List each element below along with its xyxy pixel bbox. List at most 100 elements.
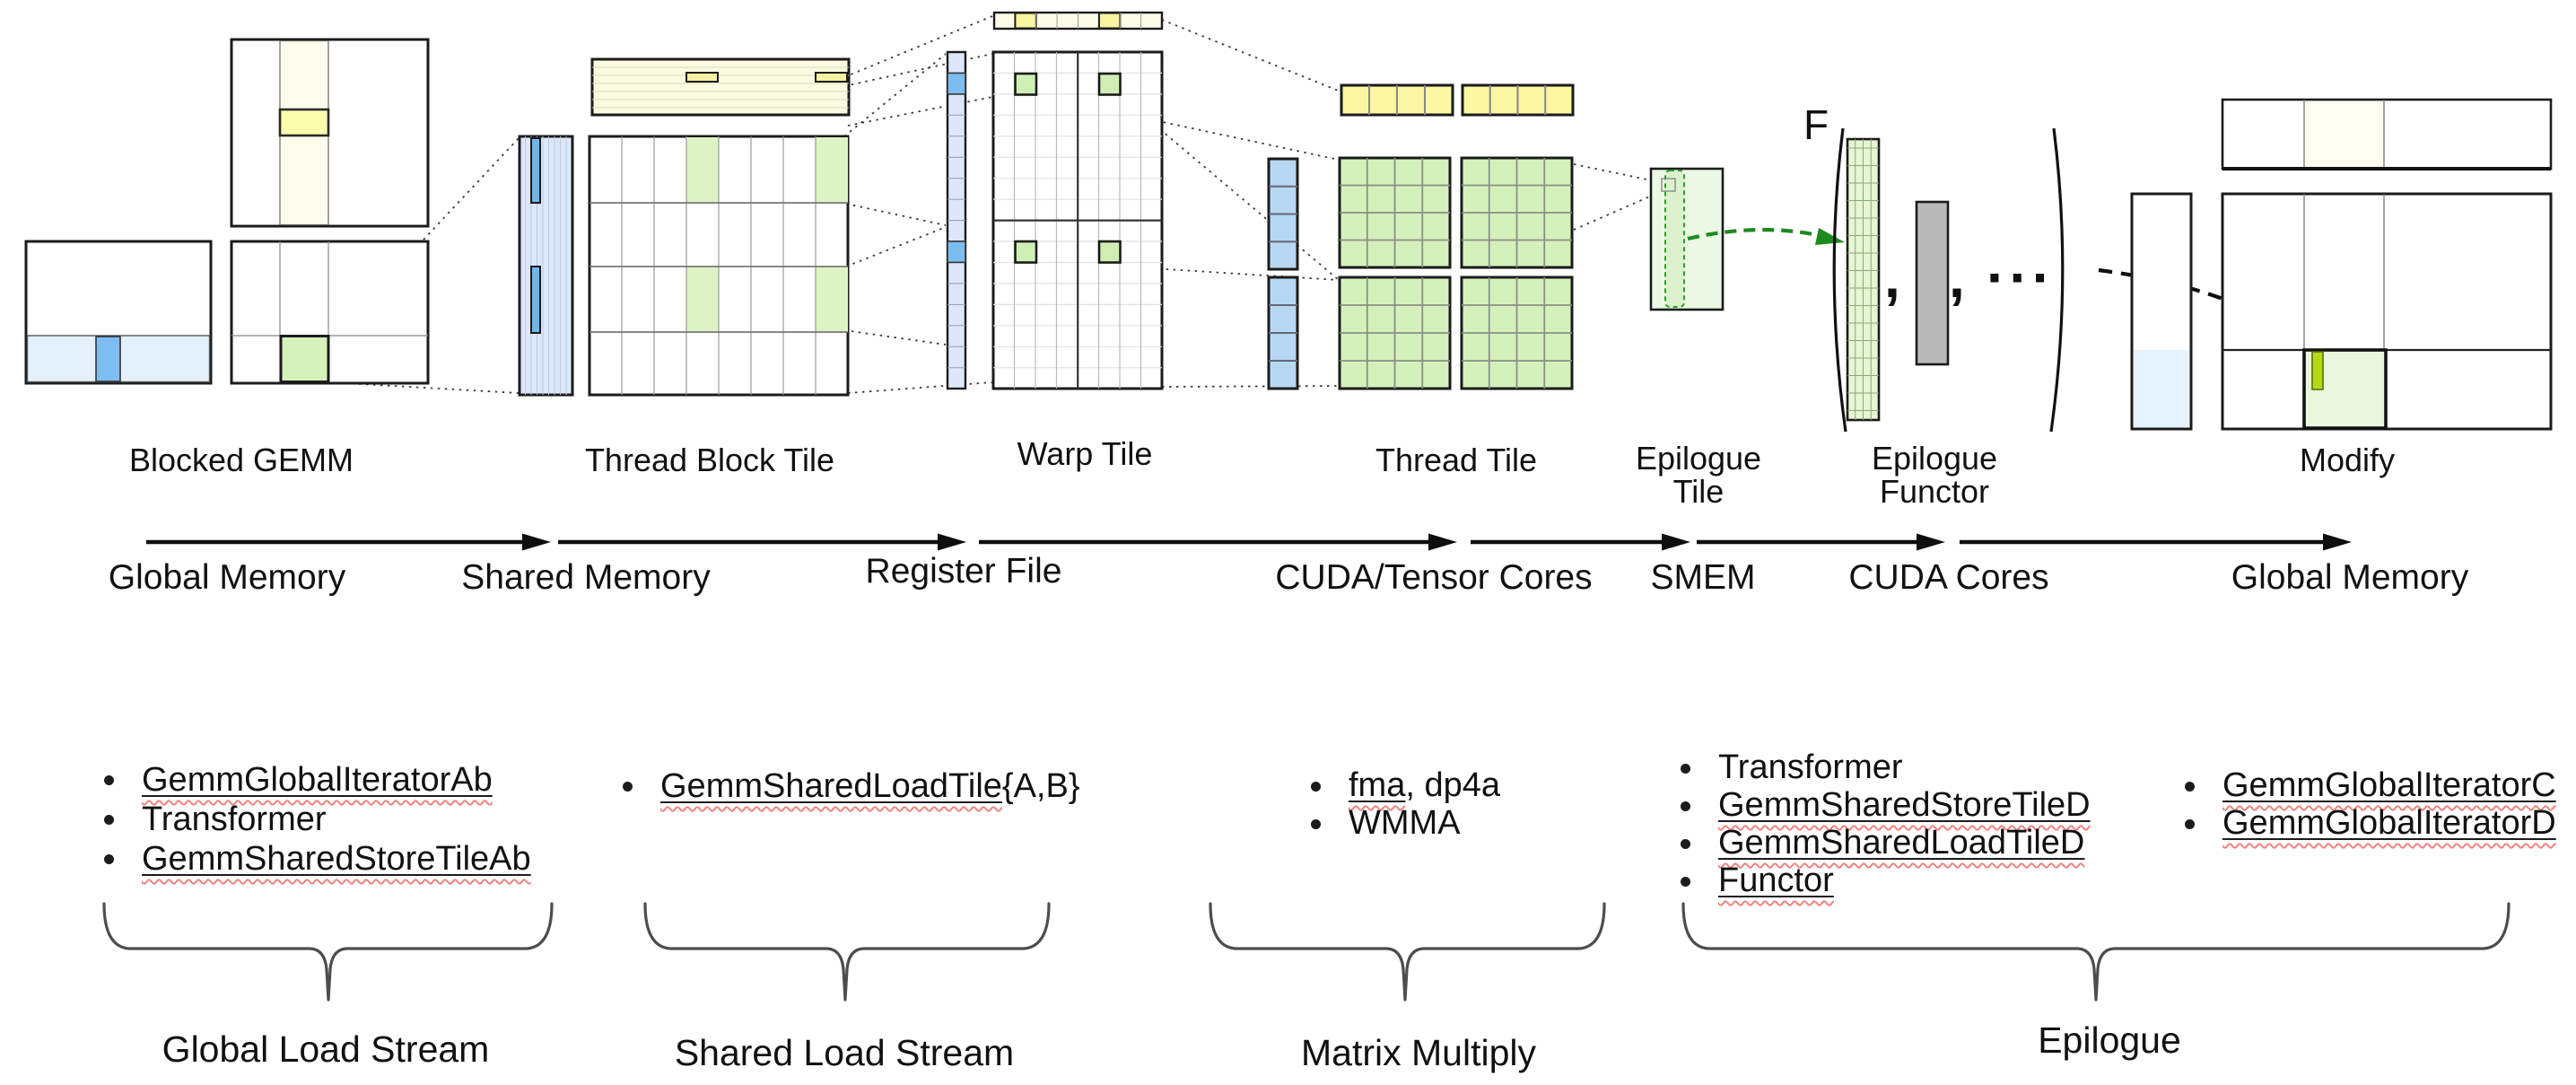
epilogue-tile-diagram	[1649, 167, 1725, 311]
label-cuda-tensor-cores: CUDA/Tensor Cores	[1275, 558, 1593, 597]
shared-b-matrix	[518, 135, 574, 397]
functor-column-vlines	[1855, 139, 1872, 420]
epilogue-tile-cell	[1661, 178, 1676, 192]
warp-c-green-4	[1097, 240, 1122, 264]
label-global-memory-left: Global Memory	[108, 558, 346, 597]
thread-a-strip-2-dividers	[1489, 85, 1547, 115]
list-item-text: Transformer	[142, 801, 327, 838]
bullet-icon	[623, 782, 633, 792]
matrix-c-highlight-cell	[279, 335, 330, 383]
list-item-text: GemmSharedLoadTileD	[1718, 824, 2085, 862]
modify-left-blue-band	[2134, 350, 2189, 428]
list-item: Transformer	[1681, 748, 2091, 786]
functor-comma-1: ,	[1884, 245, 1900, 310]
list-item-text: Functor	[1718, 862, 1834, 899]
matrix-a-highlight-cell	[95, 336, 121, 382]
label-matrix-multiply: Matrix Multiply	[1301, 1032, 1536, 1073]
list-item-suffix: {A,B}	[1001, 767, 1080, 805]
thread-c-grid-tr-lines	[1462, 158, 1572, 267]
epilogue-functor-diagram	[1832, 127, 2065, 433]
label-global-load-stream: Global Load Stream	[162, 1028, 490, 1070]
label-smem: SMEM	[1650, 558, 1756, 597]
thread-c-grid-br-lines	[1462, 277, 1572, 389]
list-item-text: GemmSharedStoreTileAb	[142, 840, 531, 878]
shared-load-stream-list: GemmSharedLoadTile{A,B}	[623, 766, 1080, 807]
list-item-text: GemmSharedStoreTileD	[1718, 786, 2091, 824]
label-epilogue-stream: Epilogue	[2038, 1019, 2181, 1061]
thread-a-strip-1-dividers	[1368, 85, 1426, 115]
pipeline-arrows	[146, 533, 2352, 551]
thread-block-tile-diagram	[518, 57, 851, 397]
label-global-memory-right: Global Memory	[2231, 558, 2469, 597]
label-epilogue-tile-line1: Epilogue	[1635, 440, 1762, 477]
label-epilogue-tile-line2: Tile	[1672, 473, 1725, 510]
warp-a-dividers	[1035, 13, 1142, 29]
list-item-text: fma	[1349, 766, 1406, 804]
label-thread-tile: Thread Tile	[1375, 442, 1538, 478]
label-shared-memory: Shared Memory	[461, 558, 711, 597]
thread-c-grid-bl-lines	[1340, 277, 1450, 389]
bullet-icon	[1681, 801, 1690, 811]
warp-b-highlight-2	[947, 241, 966, 264]
bullet-icon	[104, 815, 114, 825]
threadblock-c-vgrid	[621, 136, 816, 395]
shared-a-fragment-1	[685, 72, 719, 83]
list-item: GemmGlobalIteratorC	[2185, 766, 2556, 804]
functor-column-hlines	[1847, 147, 1879, 411]
brace-epilogue	[1681, 902, 2511, 1002]
list-item: GemmGlobalIteratorD	[2185, 804, 2556, 842]
list-item-text: Transformer	[1718, 748, 1903, 786]
label-shared-load-stream: Shared Load Stream	[674, 1032, 1015, 1073]
list-item: GemmSharedStoreTileAb	[104, 839, 531, 879]
label-blocked-gemm: Blocked GEMM	[128, 442, 354, 478]
list-item-text: GemmGlobalIteratorD	[2222, 804, 2556, 842]
list-item-text: WMMA	[1349, 804, 1461, 842]
global-load-stream-list: GemmGlobalIteratorAb Transformer GemmSha…	[104, 760, 531, 879]
epilogue-tile-column	[1664, 170, 1685, 308]
list-item: WMMA	[1311, 804, 1500, 842]
list-item-suffix: , dp4a	[1405, 766, 1501, 804]
left-paren	[1832, 127, 1847, 433]
bullet-icon	[1681, 877, 1690, 887]
threadblock-c-hgrid	[589, 202, 848, 333]
warp-c-green-3	[1014, 240, 1038, 264]
warp-c-green-2	[1097, 72, 1122, 96]
bullet-icon	[1311, 819, 1321, 829]
list-item: GemmSharedLoadTileD	[1681, 824, 2091, 862]
thread-b-strip-2-dividers	[1269, 304, 1297, 362]
epilogue-green-arrow	[1687, 227, 1845, 245]
bullet-icon	[2185, 782, 2195, 792]
warp-a-highlight-1	[1014, 12, 1037, 30]
brace-global-load-stream	[102, 902, 554, 1002]
label-epilogue-tile: Epilogue Tile	[1636, 442, 1761, 508]
bullet-icon	[2185, 819, 2195, 829]
thread-b-strip-1-dividers	[1269, 185, 1297, 243]
bullet-icon	[1681, 839, 1690, 849]
shared-a-stripes	[592, 66, 849, 109]
modify-top-vlines	[2303, 100, 2385, 169]
label-register-file: Register File	[865, 552, 1062, 591]
modify-top-col-band	[2304, 101, 2384, 168]
warp-a-highlight-2	[1097, 12, 1122, 30]
bullet-icon	[104, 854, 114, 864]
green-band-4	[816, 267, 848, 332]
matrix-multiply-list: fma, dp4a WMMA	[1311, 766, 1500, 842]
matrix-b	[230, 38, 430, 228]
bullet-icon	[1681, 764, 1690, 774]
modify-chartreuse-sliver	[2311, 351, 2324, 390]
shared-b-fragment-1	[530, 137, 541, 204]
label-thread-block-tile: Thread Block Tile	[584, 442, 835, 478]
green-band-2	[816, 137, 848, 203]
shared-a-matrix	[590, 57, 851, 117]
list-item-text: GemmSharedLoadTile	[660, 767, 1002, 805]
matrix-b-highlight-cell	[278, 108, 330, 137]
brace-shared-load-stream	[643, 902, 1051, 1002]
label-cuda-cores: CUDA Cores	[1848, 558, 2049, 597]
green-band-1	[686, 137, 719, 203]
global-iterator-list: GemmGlobalIteratorC GemmGlobalIteratorD	[2185, 766, 2556, 842]
label-warp-tile: Warp Tile	[1017, 435, 1153, 472]
label-epilogue-functor-line2: Functor	[1879, 473, 1990, 510]
list-item: fma, dp4a	[1311, 766, 1500, 804]
